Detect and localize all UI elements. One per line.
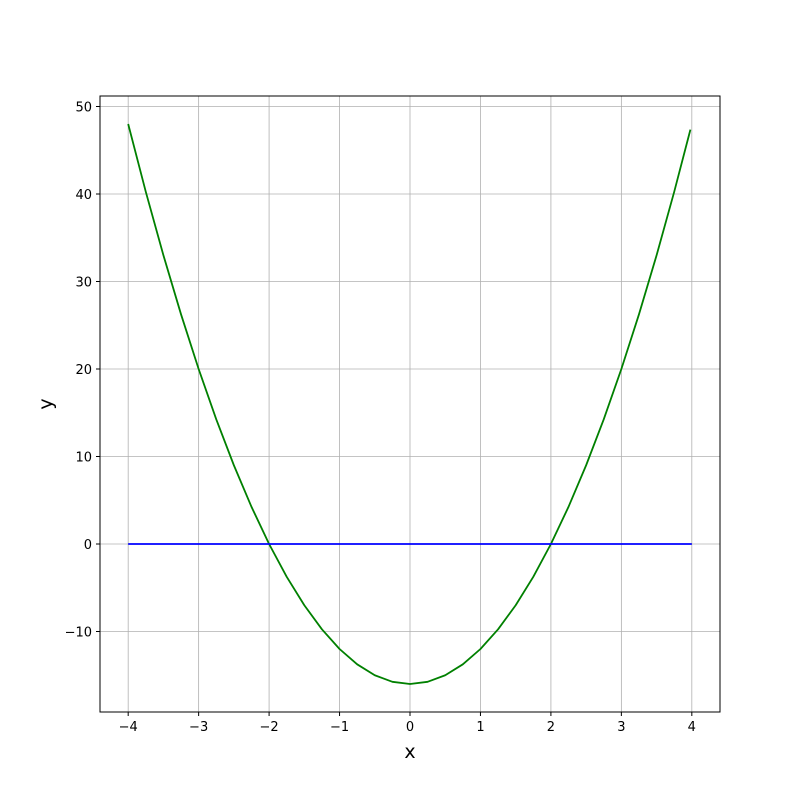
x-axis-label: x bbox=[404, 741, 415, 763]
series-group bbox=[127, 123, 692, 685]
x-tick-label: 1 bbox=[476, 720, 484, 735]
x-tick-label: −2 bbox=[260, 720, 279, 735]
y-axis-label: y bbox=[35, 398, 57, 409]
y-tick-label: 20 bbox=[75, 363, 92, 378]
y-tick-label: 50 bbox=[75, 101, 92, 116]
x-tick-label: −4 bbox=[119, 720, 138, 735]
y-tick-label: 0 bbox=[84, 538, 92, 553]
y-tick-label: 30 bbox=[75, 276, 92, 291]
series-0 bbox=[127, 123, 692, 685]
grid bbox=[100, 96, 720, 712]
y-tick-label: 40 bbox=[75, 188, 92, 203]
y-tick-label: 10 bbox=[75, 451, 92, 466]
x-tick-label: 2 bbox=[547, 720, 555, 735]
x-tick-label: 3 bbox=[617, 720, 625, 735]
x-tick-label: 0 bbox=[406, 720, 414, 735]
x-tick-label: 4 bbox=[688, 720, 696, 735]
y-tick-label: −10 bbox=[65, 626, 92, 641]
x-tick-label: −3 bbox=[189, 720, 208, 735]
x-tick-label: −1 bbox=[330, 720, 349, 735]
series-line bbox=[127, 123, 692, 685]
